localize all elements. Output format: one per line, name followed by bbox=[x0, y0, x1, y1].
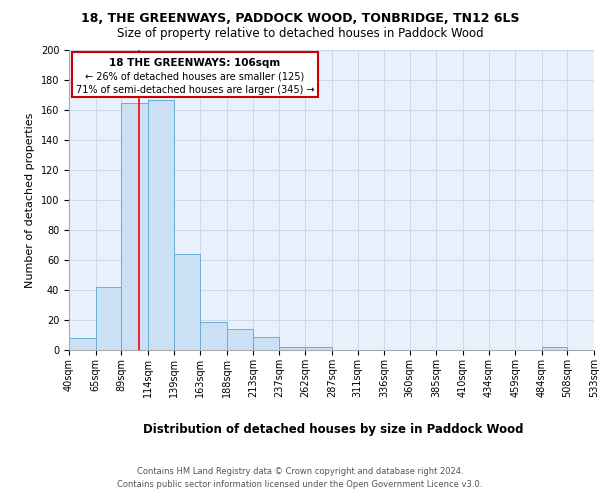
Text: Distribution of detached houses by size in Paddock Wood: Distribution of detached houses by size … bbox=[143, 422, 523, 436]
Bar bbox=[148, 100, 175, 350]
Text: Contains HM Land Registry data © Crown copyright and database right 2024.: Contains HM Land Registry data © Crown c… bbox=[137, 468, 463, 476]
Text: 71% of semi-detached houses are larger (345) →: 71% of semi-detached houses are larger (… bbox=[76, 85, 314, 95]
Bar bbox=[175, 254, 200, 350]
Bar bbox=[121, 102, 148, 350]
FancyBboxPatch shape bbox=[71, 52, 319, 96]
Bar bbox=[542, 347, 568, 350]
Bar bbox=[227, 329, 253, 350]
Bar bbox=[253, 336, 279, 350]
Bar bbox=[279, 347, 305, 350]
Text: 18 THE GREENWAYS: 106sqm: 18 THE GREENWAYS: 106sqm bbox=[109, 58, 281, 68]
Bar bbox=[305, 347, 332, 350]
Text: ← 26% of detached houses are smaller (125): ← 26% of detached houses are smaller (12… bbox=[85, 72, 305, 82]
Bar bbox=[69, 338, 95, 350]
Text: 18, THE GREENWAYS, PADDOCK WOOD, TONBRIDGE, TN12 6LS: 18, THE GREENWAYS, PADDOCK WOOD, TONBRID… bbox=[81, 12, 519, 26]
Text: Size of property relative to detached houses in Paddock Wood: Size of property relative to detached ho… bbox=[116, 28, 484, 40]
Bar bbox=[200, 322, 227, 350]
Bar bbox=[95, 287, 121, 350]
Text: Contains public sector information licensed under the Open Government Licence v3: Contains public sector information licen… bbox=[118, 480, 482, 489]
Y-axis label: Number of detached properties: Number of detached properties bbox=[25, 112, 35, 288]
